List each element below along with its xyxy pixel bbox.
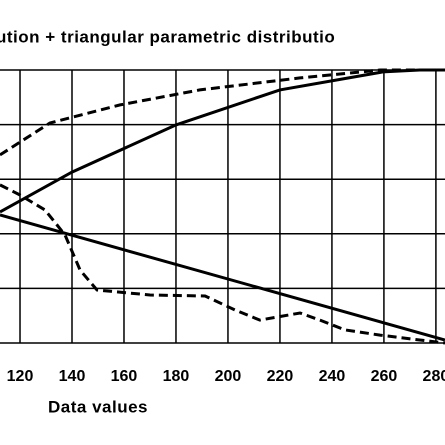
chart-title: ution + triangular parametric distributi… [0, 27, 335, 46]
x-tick-label: 120 [7, 368, 34, 385]
line [0, 68, 445, 214]
x-tick-label: 220 [267, 368, 294, 385]
x-tick-label: 200 [215, 368, 242, 385]
x-tick-label: 260 [371, 368, 398, 385]
x-tick-label: 180 [163, 368, 190, 385]
line [0, 183, 445, 345]
x-tick-label: 240 [319, 368, 346, 385]
x-axis-label: Data values [48, 397, 148, 416]
x-tick-label: 140 [59, 368, 86, 385]
x-tick-label: 280 [423, 368, 445, 385]
line [0, 68, 445, 157]
line [0, 213, 445, 342]
x-tick-label: 160 [111, 368, 138, 385]
